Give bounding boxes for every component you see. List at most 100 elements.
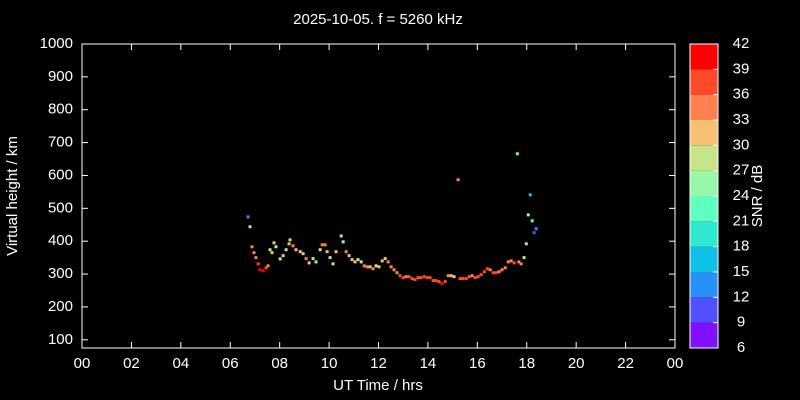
colorbar-segment xyxy=(690,145,718,171)
data-point xyxy=(323,243,327,247)
data-point xyxy=(274,245,278,249)
colorbar-tick-label: 12 xyxy=(733,288,750,305)
data-point xyxy=(248,225,252,229)
x-tick-label: 04 xyxy=(172,355,189,372)
data-point xyxy=(443,280,447,284)
data-point xyxy=(512,261,516,265)
data-point xyxy=(362,264,366,268)
data-point xyxy=(428,276,432,280)
data-point xyxy=(258,268,262,272)
data-point xyxy=(437,280,441,284)
data-point xyxy=(254,256,258,260)
data-point xyxy=(506,260,510,264)
data-point xyxy=(284,248,288,252)
x-tick-label: 12 xyxy=(370,355,387,372)
colorbar-tick-label: 24 xyxy=(733,187,750,204)
data-point xyxy=(281,254,285,258)
data-point xyxy=(410,277,414,281)
colorbar-tick-label: 39 xyxy=(733,60,750,77)
data-point xyxy=(519,262,523,266)
data-point xyxy=(331,262,335,266)
data-point xyxy=(291,244,295,248)
x-tick-label: 14 xyxy=(420,355,437,372)
data-point xyxy=(467,275,471,279)
y-tick-label: 1000 xyxy=(40,35,73,52)
x-tick-label: 06 xyxy=(222,355,239,372)
x-tick-label: 10 xyxy=(321,355,338,372)
data-point xyxy=(503,266,507,270)
colorbar-tick-label: 15 xyxy=(733,263,750,280)
colorbar-segment xyxy=(690,120,718,146)
data-point xyxy=(524,242,528,246)
data-point xyxy=(294,248,298,252)
data-point xyxy=(404,275,408,279)
data-point xyxy=(488,268,492,272)
data-point xyxy=(350,258,354,262)
colorbar-segment xyxy=(690,94,718,120)
y-tick-label: 200 xyxy=(48,298,73,315)
data-point xyxy=(401,276,405,280)
data-point xyxy=(425,276,429,280)
data-point xyxy=(341,240,345,244)
chart-title: 2025-10-05. f = 5260 kHz xyxy=(293,11,463,28)
data-point xyxy=(278,257,282,261)
y-tick-label: 800 xyxy=(48,101,73,118)
data-point xyxy=(334,250,338,254)
colorbar-label: SNR / dB xyxy=(749,165,766,228)
x-tick-label: 00 xyxy=(74,355,91,372)
y-tick-label: 400 xyxy=(48,232,73,249)
data-point xyxy=(494,271,498,275)
data-point xyxy=(479,273,483,277)
data-point xyxy=(359,260,363,264)
data-point xyxy=(250,245,254,249)
data-point xyxy=(252,251,256,255)
data-point xyxy=(398,274,402,278)
x-tick-label: 00 xyxy=(667,355,684,372)
data-point xyxy=(473,276,477,280)
data-point xyxy=(266,264,270,268)
data-point xyxy=(446,274,450,278)
colorbar-tick-label: 36 xyxy=(733,86,750,103)
x-tick-label: 16 xyxy=(469,355,486,372)
data-point xyxy=(353,260,357,264)
y-tick-label: 500 xyxy=(48,199,73,216)
data-point xyxy=(365,265,369,269)
data-point xyxy=(307,261,311,265)
data-point xyxy=(318,248,322,252)
colorbar-tick-label: 30 xyxy=(733,136,750,153)
data-point xyxy=(383,257,387,261)
data-point xyxy=(256,262,260,266)
colorbar-segment xyxy=(690,170,718,196)
data-point xyxy=(434,279,438,283)
data-point xyxy=(377,265,381,269)
data-point xyxy=(482,270,486,274)
x-tick-label: 08 xyxy=(271,355,288,372)
colorbar-segment xyxy=(690,221,718,247)
colorbar-tick-label: 18 xyxy=(733,238,750,255)
colorbar-tick-label: 33 xyxy=(733,111,750,128)
data-point xyxy=(246,215,250,219)
data-point xyxy=(339,234,343,238)
data-point xyxy=(368,265,372,269)
data-point xyxy=(491,271,495,275)
x-tick-label: 18 xyxy=(518,355,535,372)
data-point xyxy=(386,260,390,264)
colorbar-tick-label: 9 xyxy=(737,314,745,331)
data-point xyxy=(532,231,536,235)
y-axis-label: Virtual height / km xyxy=(4,136,21,256)
data-point xyxy=(272,241,276,245)
data-point xyxy=(431,279,435,283)
data-point xyxy=(314,260,318,264)
data-point xyxy=(389,265,393,269)
data-point xyxy=(288,238,292,242)
plot-frame xyxy=(81,43,676,349)
data-point xyxy=(395,271,399,275)
y-tick-label: 300 xyxy=(48,265,73,282)
x-tick-label: 02 xyxy=(123,355,140,372)
y-tick-label: 700 xyxy=(48,134,73,151)
data-point xyxy=(440,282,444,286)
data-point xyxy=(380,259,384,263)
data-point xyxy=(530,219,534,223)
colorbar-tick-label: 21 xyxy=(733,212,750,229)
